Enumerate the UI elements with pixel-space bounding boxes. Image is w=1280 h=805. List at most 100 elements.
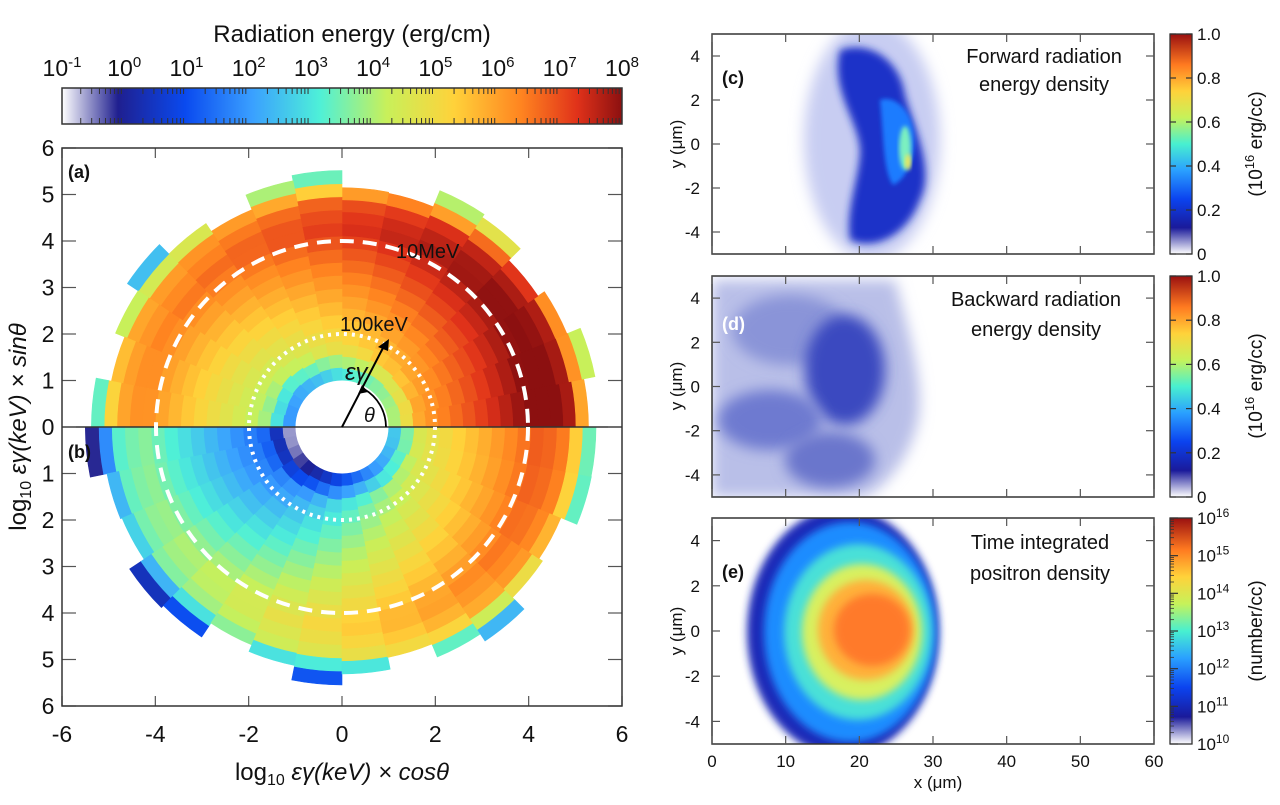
panel-c-colorbar-ticks: 1.0 0.8 0.6 0.4 0.2 0: [1170, 25, 1221, 264]
colorbar-tick-label: 10-1: [43, 54, 82, 81]
theta-symbol: θ: [364, 405, 375, 427]
polar-wedge: [424, 407, 439, 428]
polar-wedge: [503, 553, 543, 598]
polar-y-tick-label: 6: [42, 693, 55, 719]
panel-c-heatmap: [804, 34, 940, 254]
panel-e-ticks: 4 2 0 -2 -4: [685, 518, 1155, 744]
ring-100kev: [247, 332, 437, 522]
y-tick-label: -4: [685, 712, 700, 731]
cbar-tick-label: 1011: [1197, 694, 1229, 716]
polar-wedge: [341, 545, 369, 562]
y-tick-label: -4: [685, 223, 700, 242]
polar-wedge: [106, 471, 133, 520]
backward-patch-4: [785, 432, 875, 488]
polar-wedge: [399, 426, 415, 442]
panel-c-colorbar: [1169, 33, 1193, 255]
polar-wedge: [216, 426, 233, 452]
polar-wedge: [341, 521, 364, 537]
y-tick-label: 0: [691, 622, 700, 641]
y-tick-label: -2: [685, 179, 700, 198]
y-tick-label: 4: [691, 532, 700, 551]
polar-wedge: [327, 485, 343, 501]
cbar-tick-label: 1.0: [1197, 267, 1221, 286]
colorbar-tick-labels: 10-1 100 101 102 103 104 105 106 107 108: [43, 54, 639, 81]
cbar-tick-label: 0.6: [1197, 113, 1221, 132]
polar-wedge: [115, 290, 149, 339]
colorbar-tick-label: 102: [232, 54, 266, 81]
polar-wedge: [84, 426, 104, 478]
panel-d-colorbar: [1169, 275, 1193, 498]
panel-c-text-1: Forward radiation: [966, 46, 1122, 68]
polar-wedge: [450, 426, 467, 452]
polar-wedge: [245, 180, 296, 208]
polar-y-tick-label: 1: [42, 368, 55, 394]
x-tick-label: 30: [924, 752, 943, 771]
polar-wedge: [255, 426, 271, 445]
colorbar-tick-label: 100: [107, 54, 141, 81]
polar-wedge: [438, 426, 454, 450]
panel-d: 4 2 0 -2 -4 (d) Backward radiation energy de…: [667, 267, 1267, 507]
y-tick-label: 2: [691, 577, 700, 596]
eps-gamma-symbol: εγ: [345, 359, 370, 386]
polar-wedge: [314, 288, 343, 305]
panel-e-y-label: y (μm): [667, 607, 686, 656]
polar-wedge: [162, 596, 210, 638]
panel-e-text-2: positron density: [970, 563, 1110, 585]
panel-d-text-1: Backward radiation: [951, 289, 1121, 311]
polar-wedge: [231, 405, 247, 428]
polar-heatmap: [84, 170, 597, 686]
polar-y-tick-label: 3: [42, 275, 55, 301]
x-tick-label: 50: [1071, 752, 1090, 771]
cbar-tick-label: 1.0: [1197, 25, 1221, 44]
polar-y-tick-label: 2: [42, 507, 55, 533]
panel-d-y-label: y (μm): [667, 362, 686, 411]
polar-wedge: [341, 533, 367, 550]
polar-wedge: [129, 561, 172, 609]
colorbar-tick-label: 101: [169, 54, 203, 81]
panel-e-x-tick-labels: 0 10 20 30 40 50 60: [707, 752, 1163, 771]
ring-10mev: [154, 239, 530, 615]
polar-wedge: [218, 402, 235, 428]
polar-y-tick-label: 4: [42, 228, 55, 254]
panel-e-heatmap: [747, 518, 939, 744]
panel-d-heatmap: [712, 280, 920, 497]
cbar-tick-label: 0.8: [1197, 69, 1221, 88]
backward-patch-3: [718, 390, 822, 450]
polar-wedge: [411, 410, 427, 428]
polar-frame: [61, 147, 623, 707]
polar-wedge: [341, 656, 391, 675]
panel-b-label: (b): [68, 442, 91, 462]
panel-d-text-2: energy density: [971, 319, 1101, 341]
panel-e-label: (e): [722, 562, 744, 582]
polar-wedge: [477, 599, 525, 642]
polar-wedge: [324, 340, 343, 357]
polar-x-tick-label: 2: [429, 721, 442, 747]
backward-patch-2: [805, 315, 885, 425]
arrow-head-icon: [378, 339, 389, 351]
polar-x-tick-label: 4: [522, 721, 535, 747]
polar-x-tick-label: -2: [238, 721, 258, 747]
colorbar-minor-ticks: [80, 88, 620, 124]
y-tick-label: 0: [691, 135, 700, 154]
polar-y-tick-label: 0: [42, 414, 55, 440]
panel-c-text-2: energy density: [979, 74, 1109, 96]
polar-wedge: [341, 295, 368, 311]
panel-e-x-label: x (μm): [914, 773, 963, 792]
polar-wedge: [317, 537, 343, 554]
colorbar-title: Radiation energy (erg/cm): [213, 21, 490, 48]
polar-wedge: [341, 496, 359, 512]
cbar-tick-label: 0.2: [1197, 201, 1221, 220]
panel-c-colorbar-label: (1016 erg/cc): [1242, 91, 1267, 196]
polar-y-tick-label: 5: [42, 182, 55, 208]
polar-y-tick-label: 4: [42, 600, 55, 626]
label-100kev: 100keV: [340, 314, 408, 336]
panel-d-ticks: 4 2 0 -2 -4: [685, 276, 1155, 497]
polar-tick-labels: -6 -4 -2 0 2 4 6 6 5 4 3 2 1 0 1 2 3 4 5 6: [42, 135, 629, 747]
panel-c-ticks: 4 2 0 -2 -4: [685, 34, 1155, 254]
panel-e-text-1: Time integrated: [971, 532, 1109, 554]
polar-wedge: [324, 498, 343, 514]
y-tick-label: 2: [691, 333, 700, 352]
polar-wedge: [460, 400, 477, 428]
cbar-tick-label: 0.4: [1197, 400, 1221, 419]
cbar-tick-label: 0.8: [1197, 311, 1221, 330]
